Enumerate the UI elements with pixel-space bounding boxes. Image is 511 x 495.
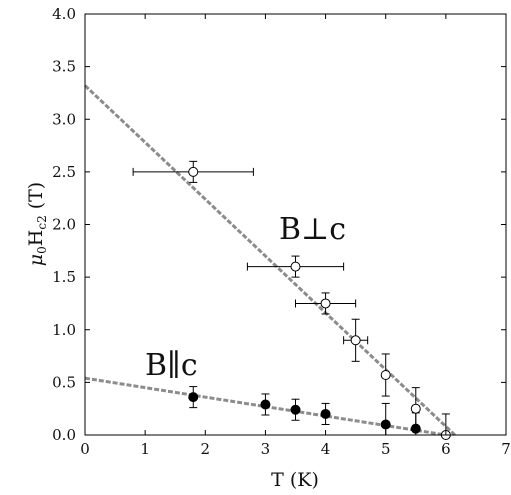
y-axis-title-sub0: 0: [35, 246, 49, 254]
y-tick-label: 2.0: [52, 216, 76, 234]
y-axis-title: μ0Hc2 (T): [25, 182, 49, 266]
y-tick-label: 4.0: [52, 5, 76, 23]
data-point-open: [320, 298, 331, 309]
y-axis-title-mu: μ: [25, 254, 47, 266]
data-point-filled: [320, 408, 331, 419]
x-tick-label: 1: [140, 440, 150, 458]
x-tick-label: 6: [441, 440, 451, 458]
data-point-filled: [260, 399, 271, 410]
x-tick-label: 5: [381, 440, 391, 458]
series-label-parallel: B∥c: [145, 348, 198, 383]
data-point-open: [410, 403, 421, 414]
x-tick-label: 0: [80, 440, 90, 458]
data-point-open: [350, 335, 361, 346]
y-tick-label: 3.5: [52, 58, 76, 76]
y-axis-title-sub1: c2: [35, 215, 49, 229]
data-point-filled: [188, 392, 199, 403]
y-axis-title-h: H: [25, 230, 47, 247]
y-tick-label: 3.0: [52, 110, 76, 128]
x-tick-label: 7: [501, 440, 511, 458]
plot-background: [85, 14, 506, 435]
series-label-perpendicular: B⊥c: [279, 212, 346, 247]
x-tick-label: 2: [201, 440, 211, 458]
data-point-open: [290, 261, 301, 272]
y-tick-label: 0.0: [52, 426, 76, 444]
y-tick-label: 1.5: [52, 268, 76, 286]
y-axis-ticks: 0.0 0.5 1.0 1.5 2.0 2.5 3.0 3.5 4.0: [52, 5, 506, 444]
data-point-filled: [410, 423, 421, 434]
data-point-filled: [290, 404, 301, 415]
x-axis-title: T (K): [271, 469, 319, 491]
data-markers: [188, 166, 451, 440]
data-point-open: [380, 370, 391, 381]
data-point-open: [188, 166, 199, 177]
x-axis-ticks: 0 1 2 3 4 5 6 7: [80, 14, 511, 458]
y-tick-label: 1.0: [52, 321, 76, 339]
y-axis-title-unit: (T): [25, 182, 47, 216]
data-point-filled: [380, 419, 391, 430]
fit-line-series-0: [83, 84, 456, 437]
x-tick-label: 3: [261, 440, 271, 458]
x-tick-label: 4: [321, 440, 331, 458]
y-tick-label: 0.5: [52, 373, 76, 391]
y-tick-label: 2.5: [52, 163, 76, 181]
